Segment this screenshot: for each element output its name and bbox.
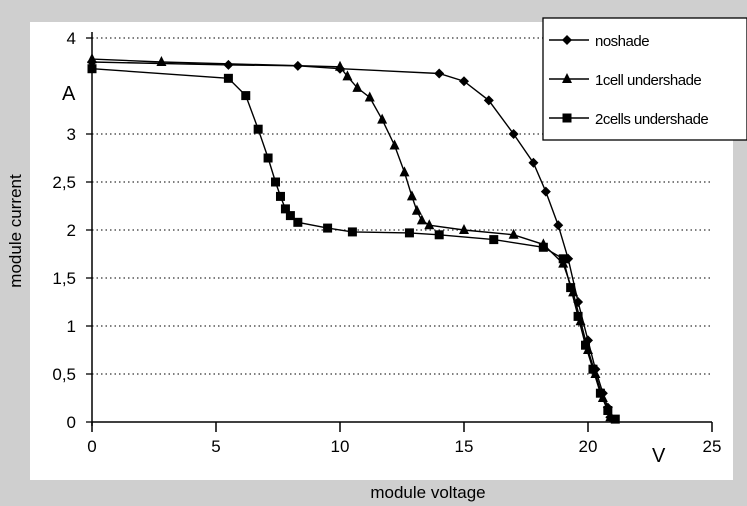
y-tick-label-3: 1,5 — [52, 269, 76, 288]
data-point-1-5 — [364, 91, 375, 102]
y-tick-label-6: 3 — [67, 125, 76, 144]
data-point-2-22 — [603, 405, 613, 415]
x-tick-label-2: 10 — [331, 437, 350, 456]
data-point-0-1 — [223, 59, 234, 70]
data-point-2-0 — [87, 64, 97, 74]
y-tick-label-7: 4 — [67, 29, 76, 48]
data-point-2-12 — [404, 228, 414, 238]
legend-marker-1 — [562, 73, 572, 83]
data-point-2-11 — [347, 227, 357, 237]
data-point-2-1 — [223, 73, 233, 83]
data-point-1-4 — [352, 81, 363, 92]
data-point-2-6 — [275, 191, 285, 201]
series-2 — [87, 64, 620, 424]
data-point-2-16 — [558, 254, 568, 264]
data-point-2-15 — [538, 242, 548, 252]
y-tick-label-4: 2 — [67, 221, 76, 240]
data-point-1-9 — [406, 190, 417, 201]
data-point-2-9 — [293, 217, 303, 227]
data-point-0-7 — [508, 129, 519, 139]
data-point-0-4 — [434, 68, 445, 79]
series-group — [87, 53, 620, 424]
data-point-0-10 — [553, 220, 564, 231]
data-point-1-8 — [399, 166, 410, 177]
legend-label-2: 2cells undershade — [595, 111, 708, 128]
data-point-1-2 — [335, 60, 345, 71]
data-point-2-5 — [271, 177, 281, 187]
data-point-2-10 — [323, 223, 333, 233]
data-point-1-1 — [156, 56, 167, 66]
legend: noshade 1cell undershade 2cells undershade — [542, 17, 747, 141]
data-point-2-13 — [434, 230, 444, 240]
data-point-1-0 — [87, 53, 97, 64]
data-point-1-12 — [424, 219, 435, 230]
data-point-2-17 — [566, 283, 576, 293]
y-tick-label-0: 0 — [67, 413, 76, 432]
data-point-0-6 — [483, 95, 494, 106]
x-tick-label-3: 15 — [455, 437, 474, 456]
data-point-1-10 — [411, 204, 422, 215]
data-point-1-11 — [416, 214, 427, 225]
x-tick-label-4: 20 — [579, 437, 598, 456]
data-point-2-4 — [263, 153, 273, 163]
data-point-1-13 — [459, 224, 469, 234]
data-point-2-2 — [241, 91, 251, 101]
data-point-1-3 — [342, 70, 353, 81]
y-axis-title: module current — [6, 174, 25, 288]
data-point-2-20 — [588, 364, 598, 374]
x-unit-label: V — [652, 445, 666, 467]
data-point-0-9 — [540, 186, 551, 197]
y-tick-label-2: 1 — [67, 317, 76, 336]
data-point-0-5 — [459, 76, 469, 87]
legend-marker-0 — [562, 35, 572, 45]
data-point-0-8 — [528, 157, 539, 168]
data-point-2-19 — [581, 340, 591, 350]
data-point-2-14 — [489, 235, 499, 245]
data-point-2-8 — [285, 211, 295, 221]
data-point-1-7 — [389, 139, 400, 150]
data-point-2-21 — [595, 388, 605, 398]
data-point-2-18 — [573, 311, 583, 321]
x-tick-label-5: 25 — [703, 437, 722, 456]
legend-label-1: 1cell undershade — [595, 72, 701, 89]
axes: 0 5 10 15 20 25 0 0,5 1 1,5 2 2,5 3 4 — [52, 29, 721, 456]
y-tick-label-1: 0,5 — [52, 365, 76, 384]
x-tick-label-0: 0 — [87, 437, 96, 456]
data-point-2-3 — [253, 124, 263, 134]
data-point-1-6 — [377, 113, 388, 124]
x-tick-label-1: 5 — [211, 437, 220, 456]
data-point-2-7 — [280, 204, 290, 214]
y-tick-label-5: 2,5 — [52, 173, 76, 192]
x-axis-title: module voltage — [370, 483, 485, 502]
legend-label-0: noshade — [595, 33, 649, 50]
legend-marker-2 — [562, 113, 572, 123]
data-point-2-23 — [610, 414, 620, 424]
data-point-1-14 — [508, 228, 519, 239]
y-unit-label: A — [62, 83, 76, 105]
